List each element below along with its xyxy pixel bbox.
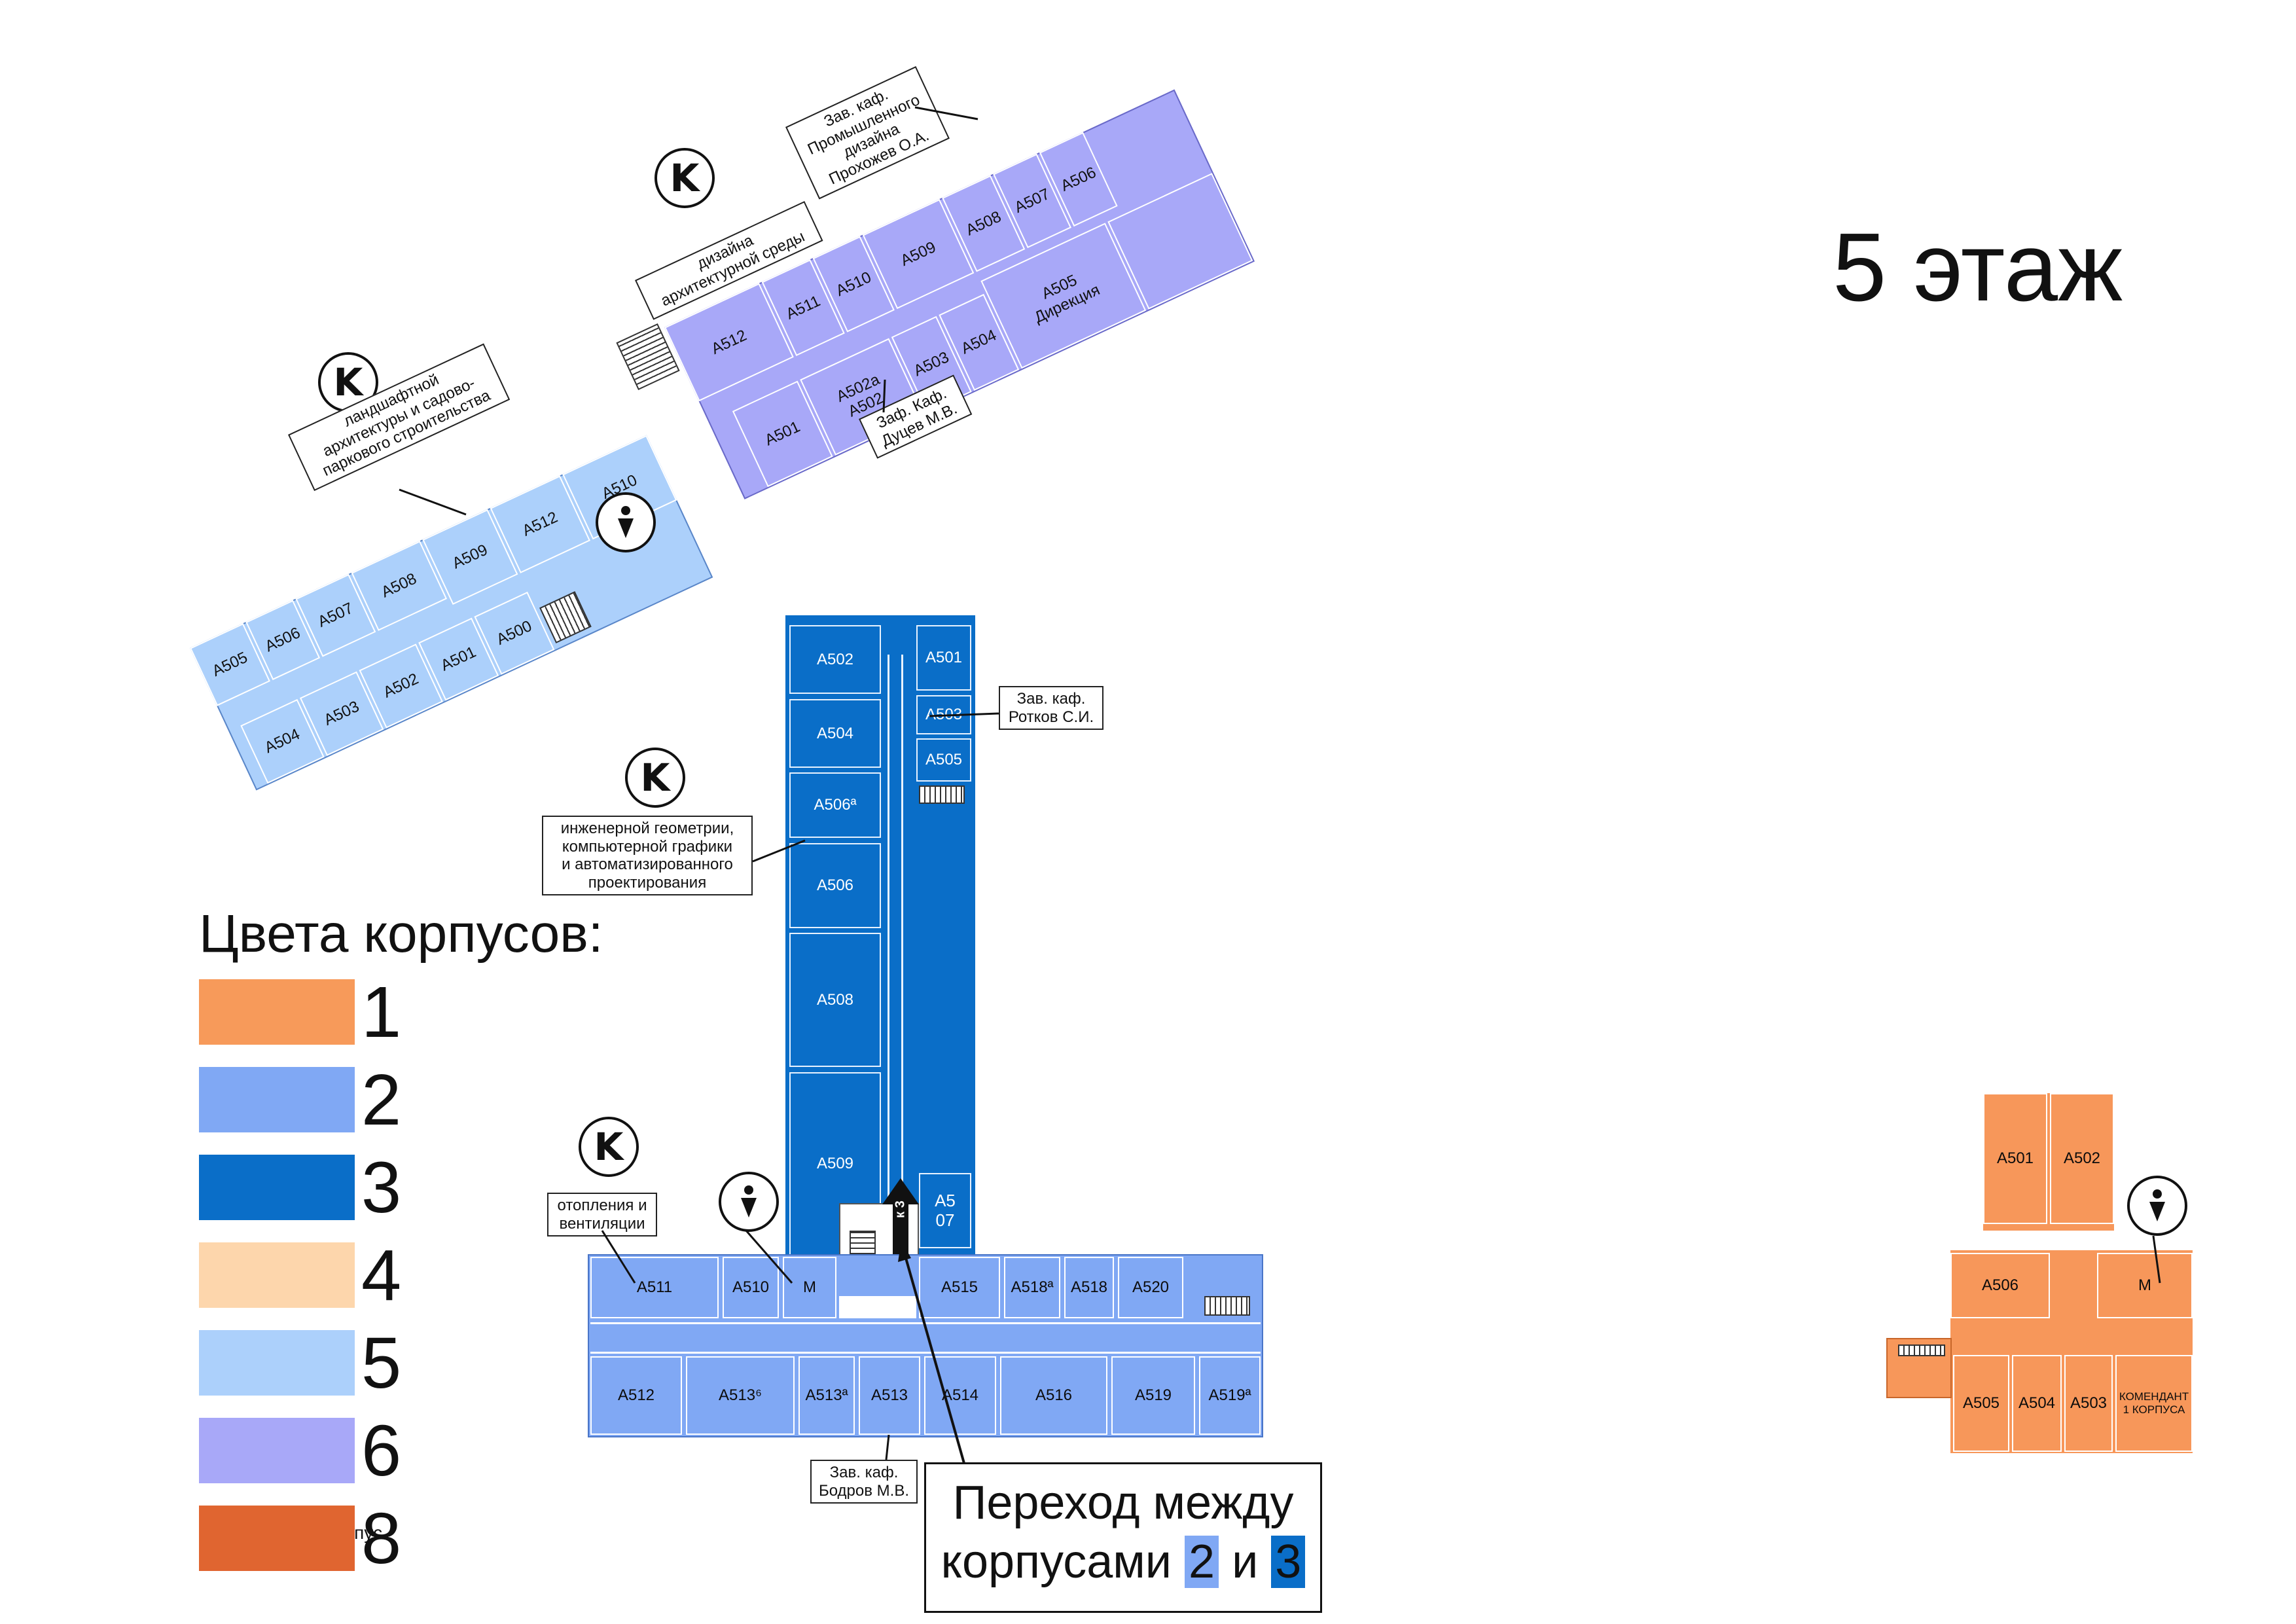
legend-swatch [199,1330,355,1396]
floor-title: 5 этаж [1833,213,2123,321]
room-a501-b1[interactable]: A501 [1983,1093,2047,1224]
legend-label: 8 [361,1498,402,1579]
stairs-b3-north [919,785,965,804]
arrow-to-building-3-icon [882,1178,919,1296]
toilet-icon [2127,1176,2187,1236]
room-a516-b2[interactable]: A516 [1000,1356,1107,1435]
room-a502-b1[interactable]: A502 [2050,1093,2114,1224]
room-a505-b3[interactable]: A505 [916,738,971,782]
kafedra-badge-icon: K [579,1117,639,1177]
legend-swatch [199,1418,355,1483]
callout-bodrov: Зав. каф. Бодров М.В. [810,1460,918,1504]
room-a508-b3[interactable]: A508 [789,933,881,1067]
legend-title: Цвета корпусов: [199,904,603,964]
room-a514-b2[interactable]: A514 [924,1356,996,1435]
room-a515-b2[interactable]: A515 [919,1257,1000,1318]
transition-line-2: корпусами 2 и 3 [926,1532,1320,1591]
legend-label: 5 [361,1323,402,1403]
room-a504-b3[interactable]: A504 [789,699,881,768]
transition-building-3: 3 [1271,1536,1306,1588]
room-a506-b1[interactable]: A506 [1950,1253,2050,1318]
room-a505-b1[interactable]: A505 [1953,1355,2009,1452]
legend-label: 4 [361,1235,402,1316]
legend-swatch [199,1067,355,1132]
legend-swatch [199,1242,355,1308]
legend-swatch [199,979,355,1045]
room-a510-b2[interactable]: A510 [723,1257,779,1318]
legend-label: 1 [361,972,402,1053]
legend-label: 3 [361,1147,402,1228]
legend-label: 6 [361,1411,402,1491]
room-komendant-b1[interactable]: КОМЕНДАНТ 1 КОРПУСА [2115,1355,2193,1452]
room-a519a-b2[interactable]: A519ª [1199,1356,1261,1435]
toilet-icon [719,1172,779,1232]
building-3-corridor [888,655,903,1237]
transition-line-1: Переход между [952,1477,1294,1529]
room-a513b-b2[interactable]: A513⁶ [686,1356,795,1435]
room-a513a-b2[interactable]: A513ª [798,1356,855,1435]
room-a502-b3[interactable]: A502 [789,625,881,694]
room-a518a-b2[interactable]: A518ª [1004,1257,1060,1318]
kafedra-badge-icon: K [625,748,685,808]
stairs-b2-east [1204,1296,1250,1316]
stairs-b1 [1898,1344,1945,1356]
toilet-icon [596,492,656,552]
room-a504-b1[interactable]: A504 [2012,1355,2062,1452]
room-m-b1[interactable]: M [2097,1253,2193,1318]
transition-connector: и [1232,1536,1259,1588]
room-a506a-b3[interactable]: A506ª [789,772,881,838]
room-a503-b1[interactable]: A503 [2064,1355,2113,1452]
room-a518-b2[interactable]: A518 [1064,1257,1114,1318]
room-a507-b3[interactable]: A5 07 [919,1173,971,1248]
stair-hall-gap [839,1296,916,1318]
callout-geometry-department: инженерной геометрии, компьютерной графи… [542,816,753,896]
transition-note: Переход между корпусами 2 и 3 [924,1462,1322,1613]
transition-prefix: корпусами [941,1536,1172,1588]
room-a520-b2[interactable]: A520 [1118,1257,1183,1318]
room-a501-b3[interactable]: A501 [916,625,971,691]
room-a512-b2[interactable]: A512 [590,1356,682,1435]
room-m-b2[interactable]: M [783,1257,836,1318]
callout-heating-department: отопления и вентиляции [547,1193,657,1237]
legend-label: 2 [361,1060,402,1140]
room-a519-b2[interactable]: A519 [1111,1356,1195,1435]
callout-rotkov: Зав. каф. Ротков С.И. [999,686,1103,731]
legend-swatch [199,1506,355,1571]
room-a506-b3[interactable]: A506 [789,843,881,928]
room-a513-b2[interactable]: A513 [859,1356,920,1435]
legend-swatch [199,1155,355,1220]
room-a511-b2[interactable]: A511 [590,1257,719,1318]
kafedra-badge-icon: K [655,148,715,208]
transition-building-2: 2 [1185,1536,1219,1588]
